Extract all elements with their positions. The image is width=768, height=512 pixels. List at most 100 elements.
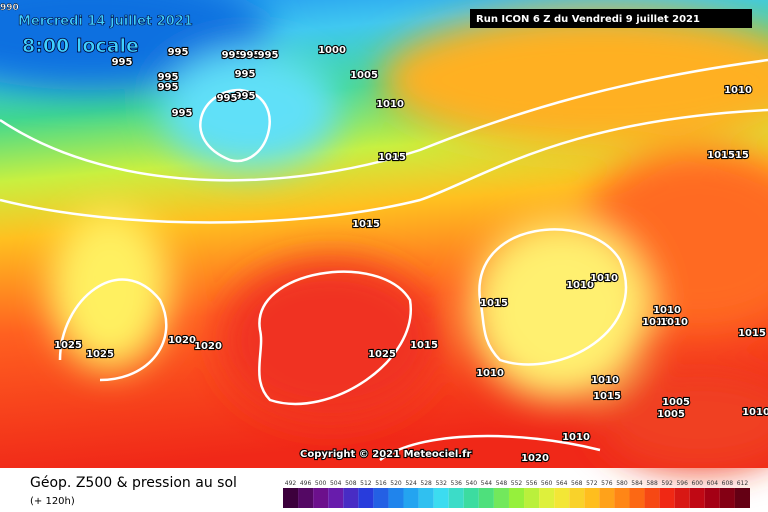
isobar-label: 1015 <box>352 219 380 230</box>
isobar-label: 1010 <box>476 368 504 379</box>
legend-swatch <box>719 488 735 508</box>
isobar-label: 1015 <box>642 317 670 328</box>
legend-label: 552 <box>511 480 523 487</box>
isobar-label: 1010 <box>566 280 594 291</box>
isobar-label: 1020 <box>168 335 196 346</box>
isobar-label: 1010 <box>724 85 752 96</box>
legend-label: 588 <box>646 480 658 487</box>
isobar-label: 1010 <box>590 273 618 284</box>
isobar-label: 1000 <box>318 45 346 56</box>
map <box>0 0 768 470</box>
isobar-label: 1005 <box>662 397 690 408</box>
legend-swatch <box>734 488 750 508</box>
legend-label: 496 <box>300 480 312 487</box>
legend-label: 548 <box>496 480 508 487</box>
isobar-label: 1020 <box>521 453 549 464</box>
legend-label: 572 <box>586 480 598 487</box>
isobar-label: 1025 <box>54 340 82 351</box>
isobar-label: 1015 <box>738 328 766 339</box>
legend-swatch <box>704 488 720 508</box>
legend-label: 540 <box>466 480 478 487</box>
isobar-label: 101515 <box>707 150 749 161</box>
isobar-label: 995 <box>112 57 133 68</box>
legend-label: 512 <box>360 480 372 487</box>
legend-swatch <box>689 488 705 508</box>
legend-label: 596 <box>676 480 688 487</box>
isobar-label: 995 <box>240 50 261 61</box>
isobar-label: 995 <box>258 50 279 61</box>
isobar-label: 1020 <box>194 341 222 352</box>
legend-label: 560 <box>541 480 553 487</box>
time: 8:00 locale <box>22 35 139 57</box>
legend-swatch <box>569 488 585 508</box>
legend-label: 556 <box>526 480 538 487</box>
footer-lead: (+ 120h) <box>30 496 75 507</box>
legend-label: 564 <box>556 480 568 487</box>
legend-label: 584 <box>631 480 643 487</box>
isobar-label: 995 <box>158 72 179 83</box>
legend-swatch <box>403 488 419 508</box>
legend-swatch <box>554 488 570 508</box>
legend-swatch <box>614 488 630 508</box>
legend-swatch <box>463 488 479 508</box>
legend-label: 604 <box>707 480 719 487</box>
legend-label: 544 <box>481 480 493 487</box>
legend-swatch <box>328 488 344 508</box>
isobar-label: 995 <box>168 47 189 58</box>
legend-swatch <box>493 488 509 508</box>
legend-swatch <box>313 488 329 508</box>
isobar-label: 1005 <box>657 409 685 420</box>
legend-swatch <box>388 488 404 508</box>
isobar-label: 995 <box>217 93 238 104</box>
legend-label: 600 <box>692 480 704 487</box>
isobar-label: 1015 <box>480 298 508 309</box>
run-box <box>470 9 752 28</box>
legend-label: 608 <box>722 480 734 487</box>
legend-label: 576 <box>601 480 613 487</box>
legend-swatch <box>539 488 555 508</box>
isobar-label: 995 <box>172 108 193 119</box>
legend-label: 580 <box>616 480 628 487</box>
legend-swatch <box>478 488 494 508</box>
legend-swatch <box>298 488 314 508</box>
isobar-label: 1010 <box>376 99 404 110</box>
isobar-label: 1010 <box>660 317 688 328</box>
legend-label: 516 <box>375 480 387 487</box>
legend-swatch <box>373 488 389 508</box>
legend-swatch <box>283 488 299 508</box>
isobar-label: 995 <box>158 82 179 93</box>
isobar-label: 1005 <box>350 70 378 81</box>
legend-label: 532 <box>435 480 447 487</box>
isobar-label: 1015 <box>593 391 621 402</box>
legend-label: 536 <box>451 480 463 487</box>
isobar-label: 1015 <box>410 340 438 351</box>
copyright: Copyright © 2021 Meteociel.fr <box>300 449 471 460</box>
isobar-label: 1010 <box>591 375 619 386</box>
isobar-label: 1025 <box>86 349 114 360</box>
legend-label: 568 <box>571 480 583 487</box>
legend-label: 504 <box>330 480 342 487</box>
legend-label: 520 <box>390 480 402 487</box>
legend-swatch <box>433 488 449 508</box>
legend-label: 592 <box>661 480 673 487</box>
legend-label: 528 <box>420 480 432 487</box>
legend-swatch <box>343 488 359 508</box>
legend-label: 500 <box>315 480 327 487</box>
legend-label: 508 <box>345 480 357 487</box>
legend-swatch <box>448 488 464 508</box>
legend-swatch <box>629 488 645 508</box>
legend-swatch <box>644 488 660 508</box>
isobar-label: 1010 <box>742 407 768 418</box>
legend-swatch <box>584 488 600 508</box>
isobar-label: 1025 <box>368 349 396 360</box>
legend-swatch <box>674 488 690 508</box>
corner-label: 990 <box>0 3 19 13</box>
legend-swatch <box>599 488 615 508</box>
legend-swatch <box>659 488 675 508</box>
legend-swatch <box>524 488 540 508</box>
isobar-label: 1010 <box>653 305 681 316</box>
legend-label: 524 <box>405 480 417 487</box>
legend-swatch <box>508 488 525 508</box>
isobar-label: 995 <box>222 50 243 61</box>
